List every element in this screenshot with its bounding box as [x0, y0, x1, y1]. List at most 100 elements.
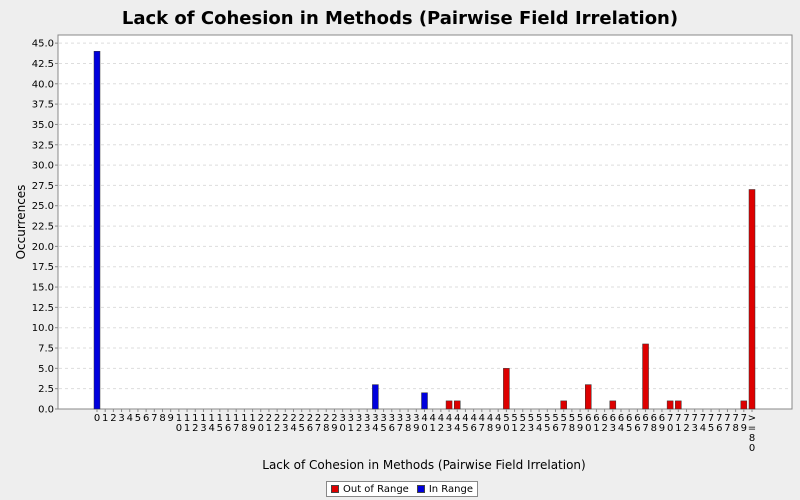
y-tick-label: 27.5: [32, 181, 54, 192]
y-tick-label: 2.5: [38, 384, 54, 395]
bar-out-of-range: [740, 400, 748, 410]
y-axis-label: Occurrences: [14, 185, 28, 260]
x-tick-label: 1: [102, 413, 108, 424]
bar-out-of-range: [666, 400, 674, 410]
bar-out-of-range: [560, 400, 567, 410]
bar-out-of-range: [503, 368, 510, 410]
y-tick-label: 40.0: [32, 79, 54, 90]
x-tick-label: 4: [127, 413, 133, 424]
y-tick-label: 5.0: [38, 364, 54, 375]
bar-out-of-range: [748, 189, 756, 410]
x-tick-label: 9: [168, 413, 174, 424]
x-tick-label: > = 8 0: [748, 413, 756, 454]
y-tick-label: 32.5: [32, 140, 54, 151]
y-tick-label: 37.5: [32, 100, 54, 111]
bar-out-of-range: [585, 384, 592, 410]
chart-title: Lack of Cohesion in Methods (Pairwise Fi…: [122, 8, 678, 29]
bar-out-of-range: [675, 400, 682, 410]
y-tick-label: 42.5: [32, 59, 54, 70]
y-tick-label: 10.0: [32, 323, 54, 334]
x-tick-label: 2: [110, 413, 116, 424]
bar-out-of-range: [445, 400, 453, 410]
y-tick-label: 0.0: [38, 405, 54, 416]
legend-label: In Range: [428, 483, 473, 495]
y-tick-label: 45.0: [32, 39, 54, 50]
x-tick-label: 8: [159, 413, 165, 424]
legend-label: Out of Range: [343, 483, 409, 495]
y-tick-label: 25.0: [32, 201, 54, 212]
y-tick-label: 30.0: [32, 161, 54, 172]
x-tick-label: 0: [94, 413, 100, 424]
x-tick-label: 3: [118, 413, 124, 424]
legend-item-out-of-range: Out of Range: [331, 484, 409, 495]
legend-swatch-red: [331, 485, 339, 493]
y-tick-label: 7.5: [38, 344, 54, 355]
y-tick-label: 12.5: [32, 303, 54, 314]
bar-out-of-range: [609, 400, 617, 410]
x-tick-label: 6: [143, 413, 149, 424]
legend-item-in-range: In Range: [416, 483, 473, 495]
plot-area: [57, 34, 793, 410]
bar-in-range: [421, 392, 428, 410]
x-axis-label: Lack of Cohesion in Methods (Pairwise Fi…: [262, 458, 585, 472]
bar-out-of-range: [454, 400, 461, 410]
y-tick-label: 35.0: [32, 120, 54, 131]
y-tick-label: 20.0: [32, 242, 54, 253]
legend: Out of Range In Range: [326, 481, 478, 497]
